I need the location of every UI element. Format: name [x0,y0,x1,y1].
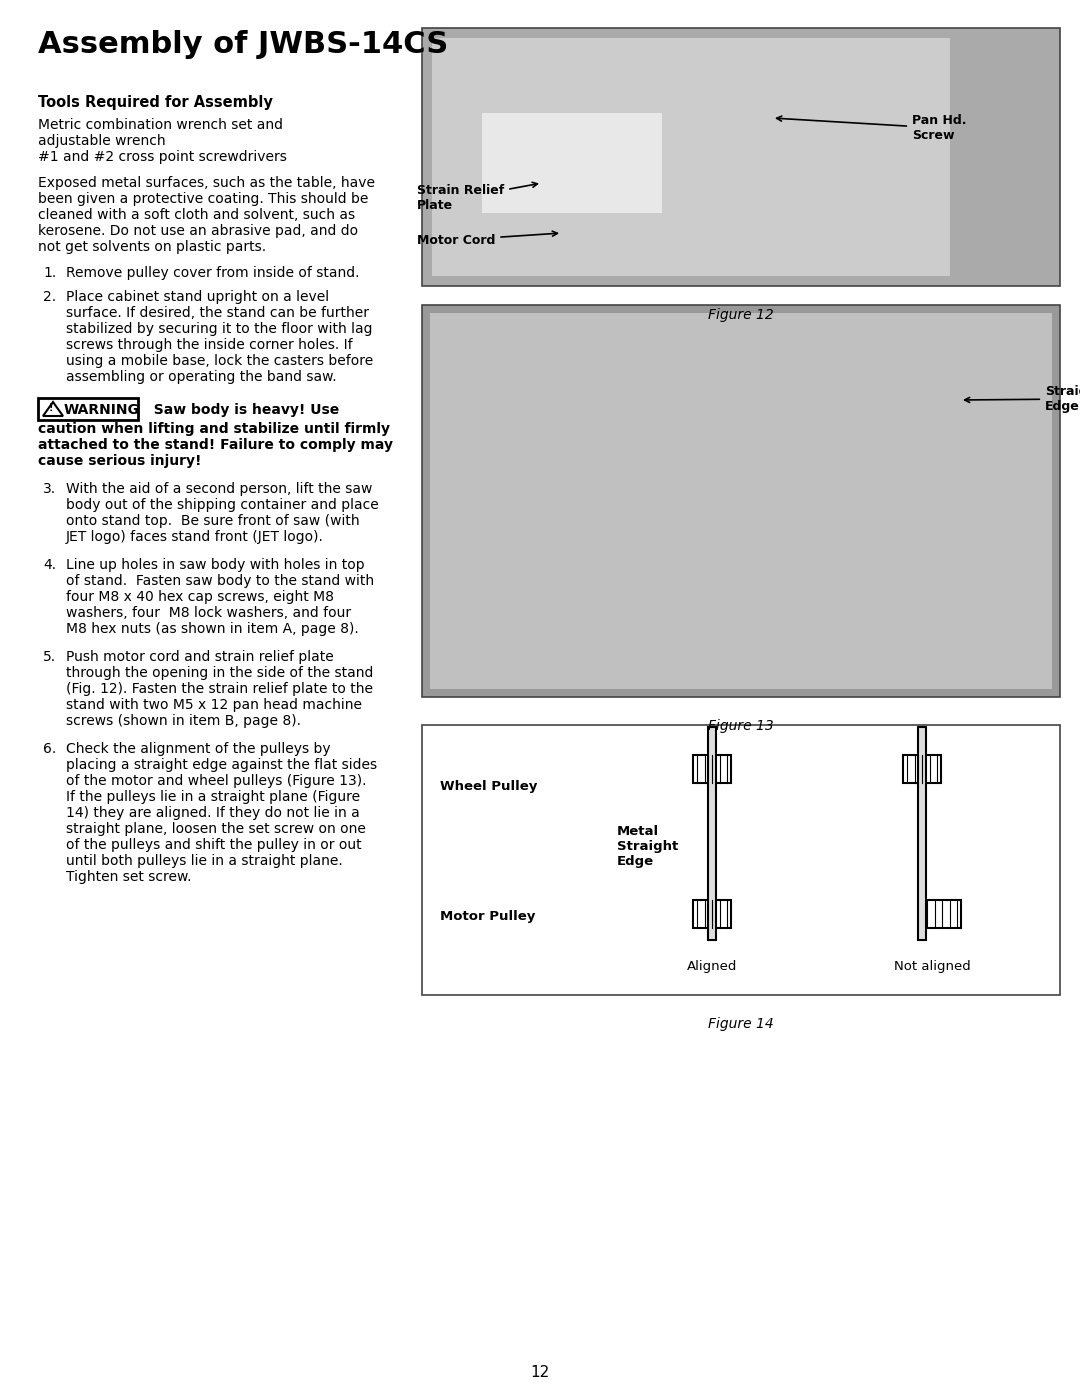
Text: not get solvents on plastic parts.: not get solvents on plastic parts. [38,240,266,254]
Bar [708,726,716,940]
Text: stand with two M5 x 12 pan head machine: stand with two M5 x 12 pan head machine [66,698,362,712]
Text: until both pulleys lie in a straight plane.: until both pulleys lie in a straight pla… [66,854,342,868]
Text: washers, four  M8 lock washers, and four: washers, four M8 lock washers, and four [66,606,351,620]
Text: Remove pulley cover from inside of stand.: Remove pulley cover from inside of stand… [66,265,360,279]
Text: stabilized by securing it to the floor with lag: stabilized by securing it to the floor w… [66,321,373,337]
Text: 14) they are aligned. If they do not lie in a: 14) they are aligned. If they do not lie… [66,806,360,820]
Text: Not aligned: Not aligned [893,960,970,972]
Text: assembling or operating the band saw.: assembling or operating the band saw. [66,370,337,384]
Text: 4.: 4. [43,557,56,571]
Text: 6.: 6. [43,742,56,756]
Text: With the aid of a second person, lift the saw: With the aid of a second person, lift th… [66,482,373,496]
Bar [422,28,1059,286]
Text: 5.: 5. [43,650,56,664]
Text: adjustable wrench: adjustable wrench [38,134,165,148]
Bar [432,38,950,277]
Text: surface. If desired, the stand can be further: surface. If desired, the stand can be fu… [66,306,369,320]
Text: cleaned with a soft cloth and solvent, such as: cleaned with a soft cloth and solvent, s… [38,208,355,222]
Text: body out of the shipping container and place: body out of the shipping container and p… [66,497,379,511]
Text: Check the alignment of the pulleys by: Check the alignment of the pulleys by [66,742,330,756]
Text: Place cabinet stand upright on a level: Place cabinet stand upright on a level [66,291,329,305]
Text: straight plane, loosen the set screw on one: straight plane, loosen the set screw on … [66,821,366,835]
Text: 1.: 1. [43,265,56,279]
Text: JET logo) faces stand front (JET logo).: JET logo) faces stand front (JET logo). [66,529,324,543]
Text: Metal
Straight
Edge: Metal Straight Edge [617,826,678,868]
Text: Strain Relief
Plate: Strain Relief Plate [417,182,538,212]
Text: #1 and #2 cross point screwdrivers: #1 and #2 cross point screwdrivers [38,149,287,163]
Bar [422,305,1059,697]
Text: (Fig. 12). Fasten the strain relief plate to the: (Fig. 12). Fasten the strain relief plat… [66,682,373,696]
Text: of stand.  Fasten saw body to the stand with: of stand. Fasten saw body to the stand w… [66,574,374,588]
Text: Tighten set screw.: Tighten set screw. [66,870,191,884]
Text: Figure 12: Figure 12 [708,307,774,321]
Bar [923,900,961,928]
Text: Line up holes in saw body with holes in top: Line up holes in saw body with holes in … [66,557,365,571]
Text: through the opening in the side of the stand: through the opening in the side of the s… [66,666,374,680]
Text: four M8 x 40 hex cap screws, eight M8: four M8 x 40 hex cap screws, eight M8 [66,590,334,604]
Bar [430,313,1052,689]
Text: screws through the inside corner holes. If: screws through the inside corner holes. … [66,338,353,352]
Text: Exposed metal surfaces, such as the table, have: Exposed metal surfaces, such as the tabl… [38,176,375,190]
Text: kerosene. Do not use an abrasive pad, and do: kerosene. Do not use an abrasive pad, an… [38,224,359,237]
Text: Figure 13: Figure 13 [708,719,774,733]
Text: 12: 12 [530,1365,550,1380]
Text: Push motor cord and strain relief plate: Push motor cord and strain relief plate [66,650,334,664]
Text: Tools Required for Assembly: Tools Required for Assembly [38,95,273,110]
Bar [38,398,138,420]
Text: Assembly of JWBS-14CS: Assembly of JWBS-14CS [38,29,448,59]
Bar [918,726,926,940]
Text: Motor Pulley: Motor Pulley [440,909,536,923]
Text: attached to the stand! Failure to comply may: attached to the stand! Failure to comply… [38,439,393,453]
Text: Pan Hd.
Screw: Pan Hd. Screw [777,115,967,142]
Bar [482,113,662,212]
Text: Figure 14: Figure 14 [708,1017,774,1031]
Bar [693,900,731,928]
Text: WARNING: WARNING [64,402,140,416]
Text: using a mobile base, lock the casters before: using a mobile base, lock the casters be… [66,353,374,367]
Text: onto stand top.  Be sure front of saw (with: onto stand top. Be sure front of saw (wi… [66,514,360,528]
Text: Saw body is heavy! Use: Saw body is heavy! Use [144,402,339,416]
Text: Aligned: Aligned [687,960,738,972]
Text: !: ! [49,402,53,414]
Text: been given a protective coating. This should be: been given a protective coating. This sh… [38,191,368,205]
Text: 2.: 2. [43,291,56,305]
Text: Straight
Edge: Straight Edge [964,386,1080,414]
Text: screws (shown in item B, page 8).: screws (shown in item B, page 8). [66,714,301,728]
Text: Wheel Pulley: Wheel Pulley [440,780,538,793]
Text: of the pulleys and shift the pulley in or out: of the pulleys and shift the pulley in o… [66,838,362,852]
Text: 3.: 3. [43,482,56,496]
Text: Motor Cord: Motor Cord [417,231,557,246]
Bar [903,754,941,782]
Text: placing a straight edge against the flat sides: placing a straight edge against the flat… [66,759,377,773]
Text: of the motor and wheel pulleys (Figure 13).: of the motor and wheel pulleys (Figure 1… [66,774,366,788]
Text: If the pulleys lie in a straight plane (Figure: If the pulleys lie in a straight plane (… [66,789,360,805]
Text: caution when lifting and stabilize until firmly: caution when lifting and stabilize until… [38,422,390,436]
Bar [422,725,1059,995]
Text: M8 hex nuts (as shown in item A, page 8).: M8 hex nuts (as shown in item A, page 8)… [66,622,359,636]
Text: cause serious injury!: cause serious injury! [38,454,202,468]
Bar [693,754,731,782]
Text: Metric combination wrench set and: Metric combination wrench set and [38,117,283,131]
